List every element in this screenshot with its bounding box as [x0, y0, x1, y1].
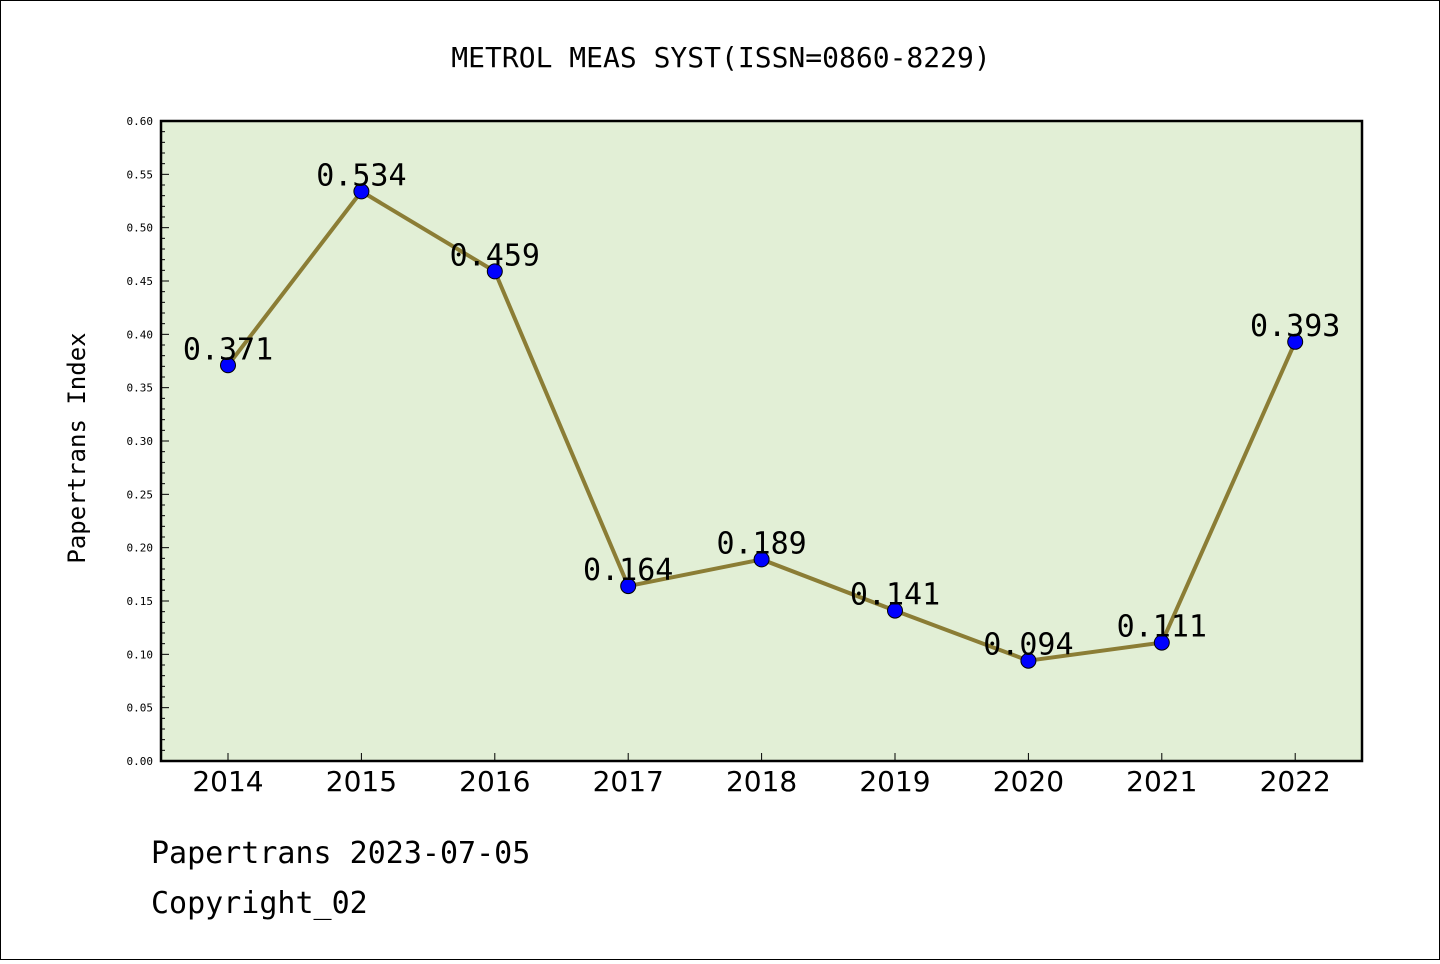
data-point [620, 578, 637, 595]
data-label: 0.111 [1117, 610, 1207, 645]
data-label: 0.094 [983, 628, 1073, 663]
x-tick-label: 2015 [326, 765, 397, 798]
y-tick-label: 0.60 [127, 115, 154, 128]
data-label: 0.164 [583, 553, 673, 588]
x-tick-label: 2014 [192, 765, 263, 798]
plot-area [161, 121, 1362, 761]
data-point [1153, 634, 1170, 651]
data-label: 0.141 [850, 578, 940, 613]
y-tick-label: 0.45 [127, 275, 154, 288]
data-label: 0.371 [183, 332, 273, 367]
footer-copyright: Copyright_02 [151, 886, 368, 921]
y-axis-label: Papertrans Index [63, 332, 91, 563]
x-axis: 2014 2015 2016 2017 2018 2019 2020 2021 2022 [192, 753, 1331, 798]
data-point [486, 263, 503, 280]
x-tick-label: 2022 [1260, 765, 1331, 798]
series-layer [220, 183, 1304, 669]
x-tick-label: 2019 [859, 765, 930, 798]
x-tick-label: 2020 [993, 765, 1064, 798]
y-tick-label: 0.05 [127, 702, 154, 715]
y-tick-label: 0.25 [127, 488, 154, 501]
data-point [1020, 652, 1037, 669]
data-point [1287, 333, 1304, 350]
y-tick-label: 0.15 [127, 595, 154, 608]
data-point [220, 357, 236, 374]
data-label: 0.393 [1250, 309, 1340, 344]
data-label-layer: 0.371 0.534 0.459 0.164 0.189 0.141 0.094 0.111… [183, 158, 1341, 662]
data-label: 0.459 [450, 238, 540, 273]
x-tick-label: 2018 [726, 765, 797, 798]
data-point [353, 183, 370, 200]
y-tick-label: 0.40 [127, 328, 154, 341]
y-tick-label: 0.35 [127, 382, 154, 395]
y-tick-label: 0.20 [127, 542, 154, 555]
data-label: 0.534 [316, 158, 406, 193]
x-tick-label: 2017 [593, 765, 664, 798]
y-tick-label: 0.00 [127, 755, 154, 768]
data-label: 0.189 [716, 526, 806, 561]
footer-source: Papertrans 2023-07-05 [151, 836, 531, 871]
data-point [887, 602, 903, 619]
y-tick-label: 0.10 [127, 648, 154, 661]
plot-border [159, 119, 1364, 763]
y-tick-label: 0.55 [127, 168, 154, 181]
x-tick-label: 2021 [1126, 765, 1197, 798]
chart-title: METROL MEAS SYST(ISSN=0860-8229) [451, 41, 990, 74]
y-tick-label: 0.30 [127, 435, 154, 448]
data-point [753, 551, 770, 568]
x-tick-label: 2016 [459, 765, 530, 798]
y-axis: 0.00 0.05 0.10 0.15 0.20 0.25 0.30 0.35 0.40 0.45… [127, 115, 169, 768]
y-tick-label: 0.50 [127, 222, 154, 235]
